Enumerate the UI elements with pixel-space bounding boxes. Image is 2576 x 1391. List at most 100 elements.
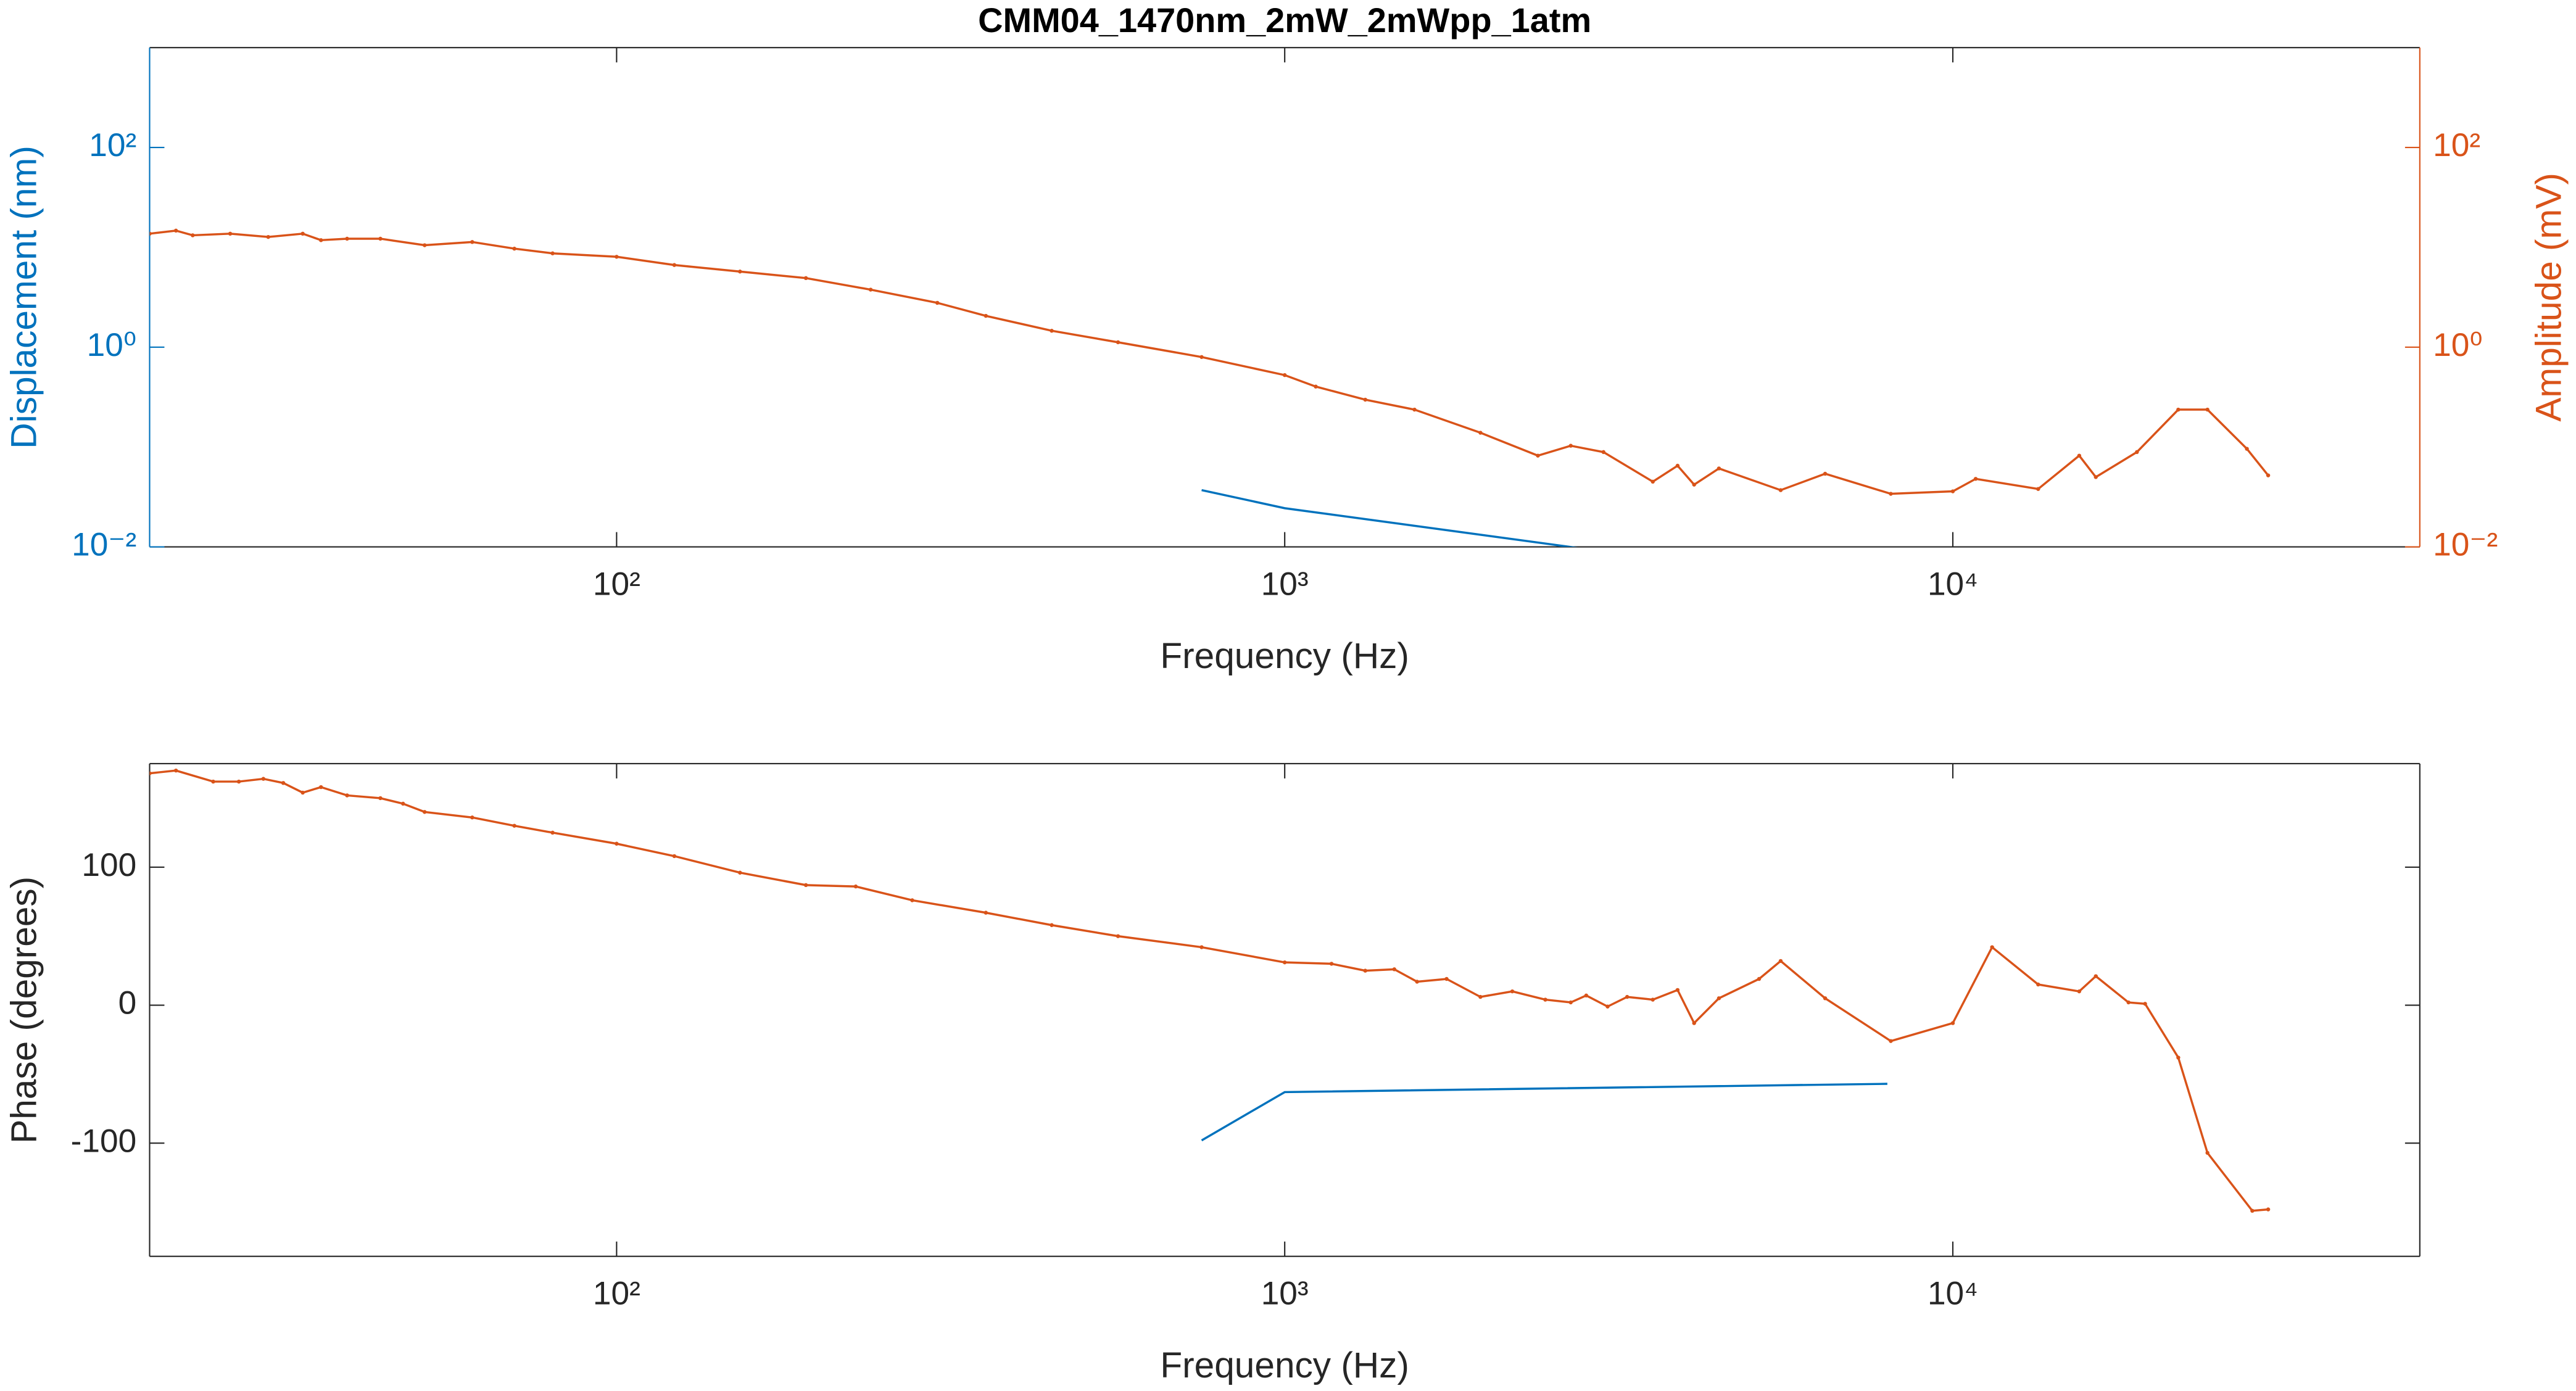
data-point [1510,989,1515,994]
data-point [803,276,808,281]
data-point [2094,974,2098,978]
x-tick-label: 10³ [1261,1276,1309,1312]
data-point [1990,945,1994,949]
data-point [423,243,427,247]
data-point [1415,980,1419,984]
x-tick-label: 10³ [1261,566,1309,603]
data-point [615,841,619,846]
y-axis-label: Phase (degrees) [4,877,44,1144]
data-point [853,884,858,889]
data-point [378,796,383,801]
data-point [1625,994,1630,999]
y-tick-label: 0 [118,985,137,1022]
series-line [1201,1083,1887,1142]
data-point [1950,489,1955,493]
data-point [2176,407,2180,412]
y2-tick-label: 10⁻² [2433,527,2498,563]
data-point [1605,1004,1610,1009]
data-point [1444,976,1449,981]
x-tick-label: 10² [593,566,640,603]
data-point [266,234,270,239]
y-tick-label: -100 [71,1123,137,1159]
data-point [1889,1039,1893,1043]
data-point [1282,373,1287,378]
data-point [149,231,152,236]
data-point [1543,997,1547,1002]
data-point [512,246,516,251]
data-point [1675,463,1680,468]
data-point [868,287,873,292]
data-point [803,883,808,888]
data-point [281,781,286,785]
data-point [2176,1055,2180,1060]
data-point [319,785,323,790]
data-point [1412,407,1417,412]
data-point [1717,996,1721,1001]
x-axis-label: Frequency (Hz) [1160,1345,1409,1385]
data-point [300,790,305,795]
data-point [423,810,427,814]
data-point [1478,431,1483,435]
y-axis-label: Displacement (nm) [4,146,44,448]
x-axis-label: Frequency (Hz) [1160,636,1409,676]
data-point [1050,329,1054,333]
data-point [191,233,195,237]
data-point [2094,475,2098,479]
data-point [2250,1208,2255,1213]
series-line [149,229,2269,495]
data-point [1601,450,1606,455]
data-point [1314,384,1318,389]
data-point [910,898,914,902]
data-point [1778,959,1783,964]
plot-area [149,768,2271,1213]
data-point [2077,989,2082,994]
data-point [672,263,677,267]
data-point [1973,477,1978,481]
data-point [470,240,474,244]
data-point [1650,997,1655,1002]
data-point [1050,923,1054,927]
y-tick-label: 100 [81,847,136,883]
data-point [2036,487,2040,491]
data-point [1568,1000,1573,1005]
y-tick-label: 10⁰ [87,327,137,363]
data-point [2126,1000,2131,1005]
data-point [1692,1021,1696,1025]
data-point [935,300,940,305]
data-point [228,231,233,236]
x-tick-label: 10² [593,1276,640,1312]
chart-title: CMM04_1470nm_2mW_2mWpp_1atm [978,1,1591,39]
data-point [300,231,305,236]
data-point [1757,976,1762,981]
plot-area [149,228,2271,547]
data-point [1675,988,1680,993]
data-point [2245,447,2249,451]
data-point [401,801,405,806]
y-tick-label: 10² [89,127,136,163]
data-point [1650,479,1655,484]
data-point [149,771,152,775]
data-point [1584,993,1589,998]
data-point [984,910,988,915]
y-tick-label: 10⁻² [72,527,136,563]
data-point [1889,492,1893,496]
data-point [738,270,742,274]
data-point [173,228,178,233]
data-point [1950,1021,1955,1025]
data-point [738,870,742,875]
data-point [173,768,178,773]
data-point [211,779,215,784]
data-point [550,830,555,835]
y2-axis-label: Amplitude (mV) [2528,173,2569,422]
x-tick-label: 10⁴ [1928,1276,1978,1312]
data-point [1823,996,1828,1001]
data-point [2205,407,2209,412]
data-point [1199,355,1204,359]
data-point [1392,967,1397,972]
data-point [2143,1002,2147,1006]
data-point [2205,1150,2209,1155]
data-point [672,854,677,859]
data-point [470,815,474,820]
data-point [2077,453,2082,458]
